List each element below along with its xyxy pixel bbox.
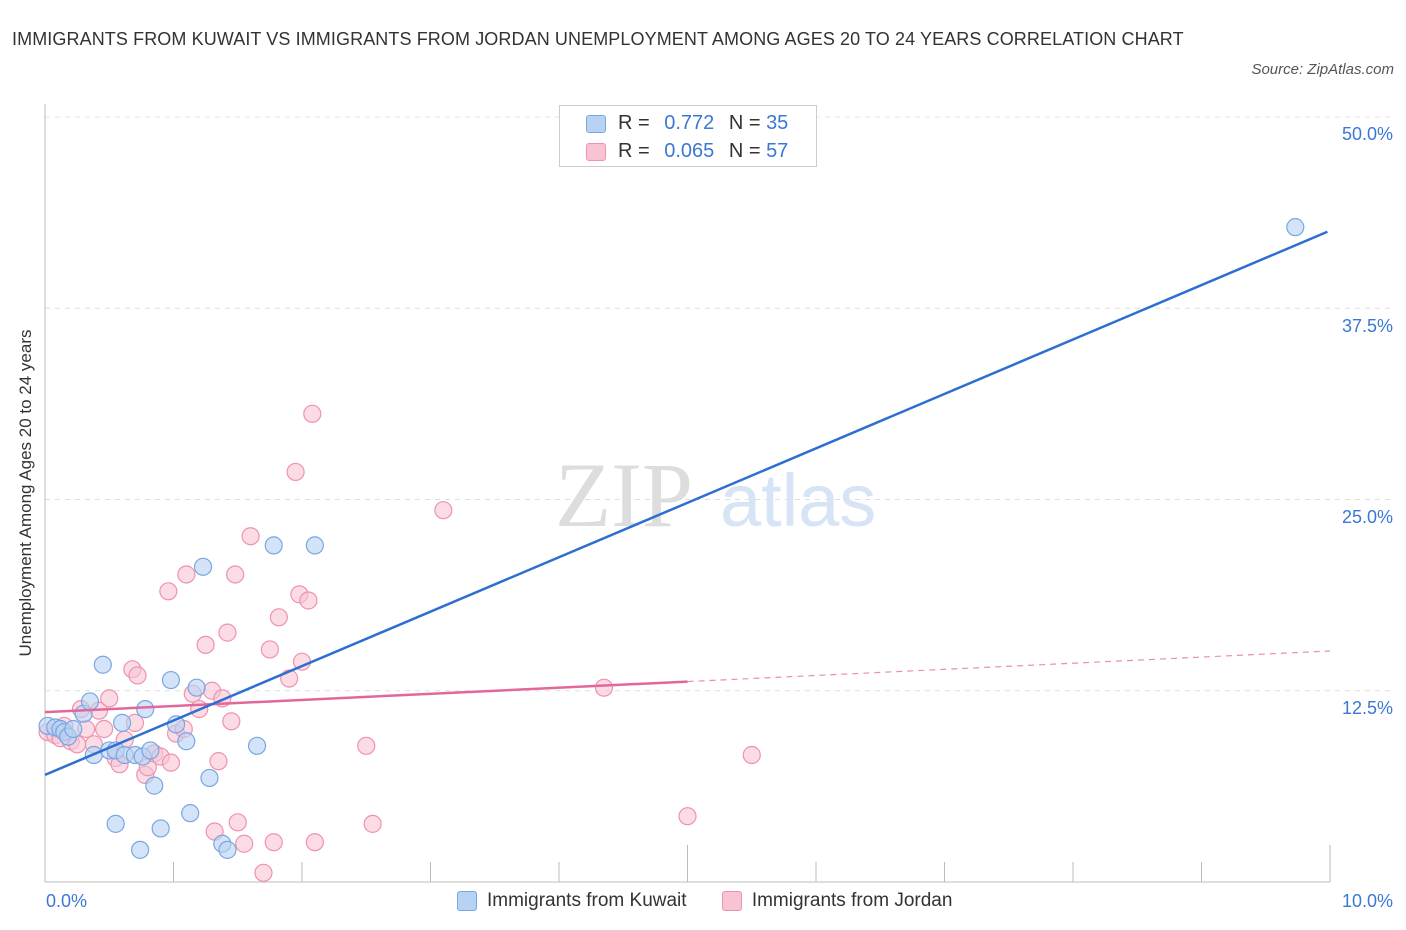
jordan-point <box>218 623 237 642</box>
y-axis-label: Unemployment Among Ages 20 to 24 years <box>16 329 35 657</box>
kuwait-point <box>200 768 219 788</box>
jordan-point <box>228 813 247 832</box>
legend-swatch-kuwait <box>457 890 477 911</box>
legend-row-kuwait: R = 0.772 N = 35 <box>586 112 788 138</box>
legend-item-jordan: Immigrants from Jordan <box>721 890 953 912</box>
kuwait-point <box>93 655 112 674</box>
kuwait-point <box>305 536 324 555</box>
kuwait-point <box>218 840 237 859</box>
jordan-point <box>128 666 147 685</box>
jordan-point <box>357 736 376 755</box>
kuwait-point <box>187 678 206 697</box>
jordan-point <box>159 582 178 601</box>
kuwait-point <box>151 819 170 838</box>
kuwait-point <box>130 840 150 859</box>
legend-r-label: R = <box>618 112 650 134</box>
kuwait-point <box>177 732 196 751</box>
series-legend: Immigrants from Kuwait Immigrants from J… <box>457 890 982 912</box>
jordan-point <box>299 591 318 610</box>
legend-swatch-jordan <box>586 142 606 161</box>
jordan-point <box>742 745 761 765</box>
gridlines <box>45 116 1392 692</box>
watermark-atlas: atlas <box>720 459 876 542</box>
legend-n-label: N = <box>728 140 761 162</box>
kuwait-point <box>193 557 213 576</box>
kuwait-point <box>181 804 200 823</box>
legend-n-label: N = <box>728 112 761 134</box>
y-tick-label: 37.5% <box>1341 316 1393 336</box>
legend-jordan-n: 57 <box>766 140 789 162</box>
jordan-point <box>222 712 241 731</box>
jordan-point <box>177 565 196 584</box>
jordan-point <box>434 501 453 520</box>
y-tick-label: 12.5% <box>1341 698 1393 718</box>
legend-swatch-kuwait <box>586 114 606 133</box>
jordan-point <box>678 807 697 826</box>
kuwait-point <box>136 700 155 719</box>
axes <box>44 104 1331 883</box>
jordan-point <box>95 719 114 739</box>
jordan-trendline <box>44 680 688 714</box>
jordan-point <box>226 565 245 584</box>
jordan-point <box>594 678 614 697</box>
jordan-point <box>264 833 283 852</box>
legend-row-jordan: R = 0.065 N = 57 <box>586 140 788 166</box>
kuwait-point <box>64 719 83 739</box>
legend-r-label: R = <box>618 140 650 162</box>
jordan-trendline-extension <box>687 650 1331 683</box>
jordan-point <box>161 753 181 772</box>
kuwait-point <box>106 814 125 833</box>
kuwait-point <box>145 776 164 795</box>
legend-label-kuwait: Immigrants from Kuwait <box>487 890 687 911</box>
watermark: ZIP atlas <box>555 444 876 546</box>
kuwait-point <box>161 670 181 690</box>
jordan-point <box>209 752 228 771</box>
jordan-point <box>241 527 260 546</box>
jordan-point <box>235 834 254 853</box>
legend-kuwait-r: 0.772 <box>664 112 715 134</box>
legend-item-kuwait: Immigrants from Kuwait <box>457 890 687 912</box>
legend-label-jordan: Immigrants from Jordan <box>751 890 953 911</box>
kuwait-point <box>80 692 100 711</box>
kuwait-point <box>112 713 132 732</box>
jordan-point <box>363 814 382 833</box>
chart-title: IMMIGRANTS FROM KUWAIT VS IMMIGRANTS FRO… <box>12 29 1184 49</box>
kuwait-point <box>1286 218 1305 237</box>
legend-kuwait-n: 35 <box>766 112 789 134</box>
y-tick-label: 50.0% <box>1341 124 1393 144</box>
jordan-point <box>269 608 288 627</box>
jordan-point <box>254 863 273 882</box>
kuwait-point <box>141 741 160 760</box>
x-tick-label: 0.0% <box>46 891 88 911</box>
jordan-point <box>100 689 119 708</box>
jordan-point <box>286 462 305 482</box>
jordan-point <box>260 640 279 659</box>
jordan-point <box>303 404 322 423</box>
kuwait-point <box>247 736 267 755</box>
legend-swatch-jordan <box>721 890 742 911</box>
trendlines <box>44 230 1331 777</box>
jordan-point <box>196 635 215 654</box>
y-tick-label: 25.0% <box>1341 507 1393 527</box>
kuwait-trendline <box>44 230 1328 777</box>
series-kuwait <box>38 218 1305 859</box>
stats-legend: R = 0.772 N = 35 R = 0.065 N = 57 <box>559 105 817 167</box>
x-tick-label: 10.0% <box>1341 891 1393 911</box>
kuwait-point <box>264 536 283 555</box>
legend-jordan-r: 0.065 <box>664 140 715 162</box>
jordan-point <box>305 833 324 852</box>
source-credit: Source: ZipAtlas.com <box>1251 61 1394 78</box>
